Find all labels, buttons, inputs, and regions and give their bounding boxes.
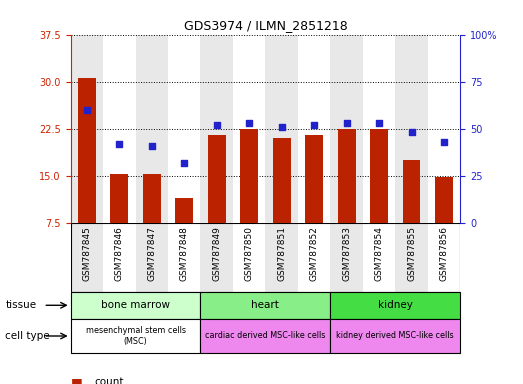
Bar [363,223,395,292]
Bar [428,35,460,223]
Point [147,142,156,149]
Bar [200,35,233,223]
Text: mesenchymal stem cells
(MSC): mesenchymal stem cells (MSC) [86,326,186,346]
Bar [208,135,225,223]
Bar [363,35,395,223]
Bar [298,35,331,223]
Point [343,120,351,126]
Text: GSM787853: GSM787853 [342,226,351,281]
Text: heart: heart [252,300,279,310]
Bar [103,223,135,292]
Point [83,107,91,113]
Text: GSM787850: GSM787850 [245,226,254,281]
Bar [272,138,291,223]
Bar [135,223,168,292]
Bar [428,223,460,292]
Text: GSM787845: GSM787845 [82,226,92,281]
Bar [240,129,258,223]
Bar [71,319,200,353]
Bar [200,292,331,319]
Bar [168,35,200,223]
Point [212,122,221,128]
Bar [110,174,128,223]
Bar [168,223,200,292]
Bar [331,223,363,292]
Bar [298,223,331,292]
Text: GSM787846: GSM787846 [115,226,124,281]
Text: GSM787852: GSM787852 [310,226,319,281]
Text: GSM787854: GSM787854 [374,226,383,281]
Text: cardiac derived MSC-like cells: cardiac derived MSC-like cells [205,331,326,341]
Text: kidney derived MSC-like cells: kidney derived MSC-like cells [336,331,454,341]
Point [407,129,416,136]
Text: GSM787849: GSM787849 [212,226,221,281]
Bar [78,78,96,223]
Bar [403,160,420,223]
Point [440,139,448,145]
Text: cell type: cell type [5,331,50,341]
Bar [143,174,161,223]
Bar [103,35,135,223]
Bar [71,35,103,223]
Bar [200,223,233,292]
Text: GSM787848: GSM787848 [180,226,189,281]
Bar [266,35,298,223]
Text: kidney: kidney [378,300,413,310]
Point [375,120,383,126]
Text: GSM787856: GSM787856 [439,226,449,281]
Text: ■: ■ [71,376,82,384]
Title: GDS3974 / ILMN_2851218: GDS3974 / ILMN_2851218 [184,19,347,32]
Bar [175,198,193,223]
Bar [338,129,356,223]
Bar [305,135,323,223]
Bar [395,35,428,223]
Point [180,159,188,166]
Text: count: count [94,377,123,384]
Bar [200,319,331,353]
Text: GSM787855: GSM787855 [407,226,416,281]
Bar [331,292,460,319]
Bar [435,177,453,223]
Text: GSM787847: GSM787847 [147,226,156,281]
Bar [233,35,266,223]
Point [115,141,123,147]
Bar [71,223,103,292]
Point [310,122,319,128]
Bar [266,223,298,292]
Bar [135,35,168,223]
Point [278,124,286,130]
Text: tissue: tissue [5,300,37,310]
Text: bone marrow: bone marrow [101,300,170,310]
Bar [331,35,363,223]
Bar [71,292,200,319]
Text: GSM787851: GSM787851 [277,226,286,281]
Bar [233,223,266,292]
Bar [331,319,460,353]
Bar [370,129,388,223]
Point [245,120,253,126]
Bar [395,223,428,292]
